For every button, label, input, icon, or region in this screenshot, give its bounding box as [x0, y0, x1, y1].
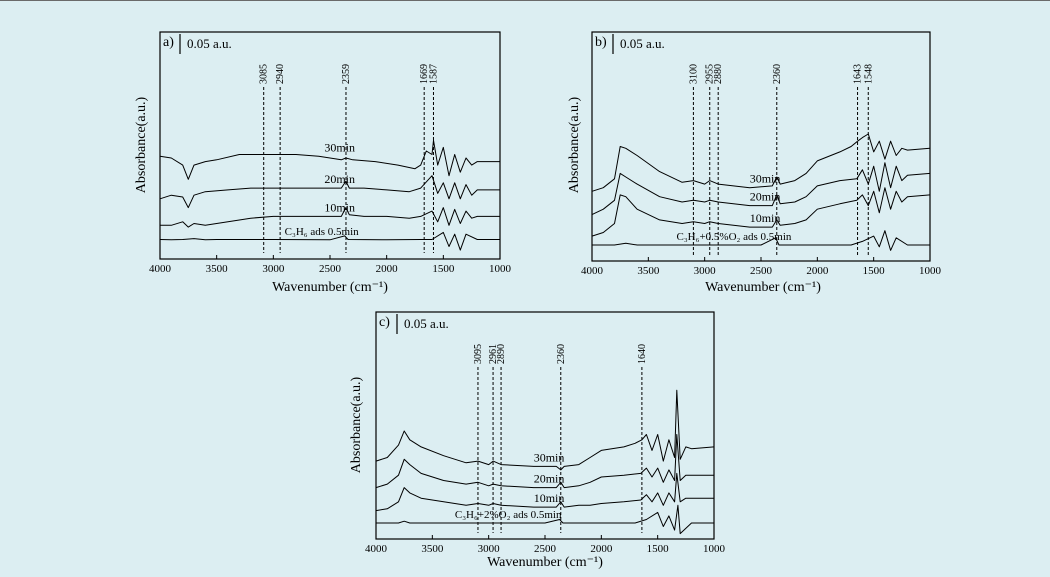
marker-label-c: 1640 — [637, 344, 648, 364]
series-label-b: C₃H₆+0.5%O₂ ads 0.5min — [677, 231, 792, 243]
x-tick-label-c: 3000 — [478, 543, 501, 555]
series-line-c — [375, 389, 715, 471]
x-tick-label-c: 1000 — [703, 543, 726, 555]
marker-label-b: 2955 — [705, 64, 716, 84]
series-line-c — [375, 472, 714, 512]
panel-label-b: b) — [595, 35, 607, 50]
marker-label-a: 3085 — [259, 64, 270, 84]
y-axis-label-a: Absorbance(a.u.) — [134, 96, 149, 193]
x-tick-label-b: 2500 — [750, 265, 773, 277]
series-group-a: C₃H₆ ads 0.5min 10min 20min 30min — [159, 139, 500, 251]
series-label-a: 10min — [324, 200, 355, 214]
marker-label-a: 2940 — [275, 64, 286, 84]
x-tick-label-a: 1000 — [489, 263, 512, 275]
marker-label-b: 1643 — [853, 64, 864, 84]
x-tick-label-a: 1500 — [432, 263, 455, 275]
series-label-b: 20min — [750, 190, 781, 204]
marker-label-a: 1587 — [428, 64, 439, 84]
series-group-b: C₃H₆+0.5%O₂ ads 0.5min 10min 20min 30min — [591, 133, 931, 251]
series-label-a: 20min — [324, 172, 355, 186]
scale-bar-label-c: 0.05 a.u. — [404, 316, 449, 331]
marker-label-a: 1669 — [419, 64, 430, 84]
x-axis-label-b: Wavenumber (cm⁻¹) — [705, 280, 821, 295]
scale-bar-label-a: 0.05 a.u. — [187, 36, 232, 51]
series-line-b — [591, 187, 931, 237]
marker-label-a: 2359 — [341, 64, 352, 84]
series-label-c: 20min — [534, 472, 565, 486]
x-tick-label-a: 2000 — [376, 263, 399, 275]
marker-label-c: 2961 — [488, 344, 499, 364]
series-line-b — [592, 230, 930, 251]
series-line-a — [160, 207, 500, 228]
x-tick-label-b: 1000 — [919, 265, 942, 277]
x-tick-label-c: 2500 — [534, 543, 557, 555]
x-tick-label-c: 1500 — [647, 543, 670, 555]
series-label-a: 30min — [324, 140, 355, 154]
marker-label-b: 2880 — [713, 64, 724, 84]
y-axis-label-c: Absorbance(a.u.) — [349, 376, 364, 473]
x-tick-label-b: 2000 — [806, 265, 829, 277]
series-label-c: 10min — [534, 491, 565, 505]
series-label-b: 10min — [750, 211, 781, 225]
top-rule — [0, 0, 1050, 1]
marker-label-c: 3095 — [473, 344, 484, 364]
x-tick-label-c: 2000 — [590, 543, 613, 555]
series-label-c: 30min — [534, 450, 565, 464]
x-tick-label-b: 1500 — [863, 265, 886, 277]
x-tick-label-a: 4000 — [149, 263, 172, 275]
x-tick-label-b: 3000 — [694, 265, 717, 277]
x-ticks-c: 4000 3500 3000 2500 2000 1500 1000 — [365, 535, 726, 555]
marker-label-c: 2360 — [556, 344, 567, 364]
marker-label-b: 1548 — [863, 64, 874, 84]
series-line-b — [591, 162, 931, 216]
x-tick-label-a: 3500 — [206, 263, 229, 275]
series-line-a — [159, 231, 500, 251]
x-tick-label-b: 3500 — [637, 265, 660, 277]
scale-bar-label-b: 0.05 a.u. — [620, 36, 665, 51]
x-ticks-a: 4000 3500 3000 2500 2000 1500 1000 — [149, 255, 512, 275]
marker-label-b: 2360 — [772, 64, 783, 84]
series-line-a — [159, 139, 500, 180]
x-tick-label-a: 3000 — [262, 263, 285, 275]
series-group-c: C₃H₆+2%O₂ ads 0.5min 10min 20min 30min — [375, 389, 715, 535]
panel-label-a: a) — [163, 35, 174, 50]
marker-label-b: 3100 — [688, 64, 699, 84]
x-tick-label-c: 3500 — [421, 543, 444, 555]
x-tick-label-a: 2500 — [319, 263, 342, 275]
series-line-c — [376, 504, 714, 535]
x-axis-label-c: Wavenumber (cm⁻¹) — [487, 555, 603, 570]
series-label-a: C₃H₆ ads 0.5min — [285, 226, 359, 238]
series-label-c: C₃H₆+2%O₂ ads 0.5min — [455, 509, 562, 521]
x-axis-label-a: Wavenumber (cm⁻¹) — [272, 280, 388, 295]
marker-label-c: 2890 — [496, 344, 507, 364]
y-axis-label-b: Absorbance(a.u.) — [567, 96, 582, 193]
series-line-a — [159, 175, 500, 209]
x-tick-label-b: 4000 — [581, 265, 604, 277]
series-label-b: 30min — [750, 172, 781, 186]
series-line-c — [375, 434, 714, 489]
panel-label-c: c) — [379, 315, 390, 330]
x-tick-label-c: 4000 — [365, 543, 388, 555]
series-line-b — [591, 133, 931, 192]
x-ticks-b: 4000 3500 3000 2500 2000 1500 1000 — [581, 257, 942, 277]
